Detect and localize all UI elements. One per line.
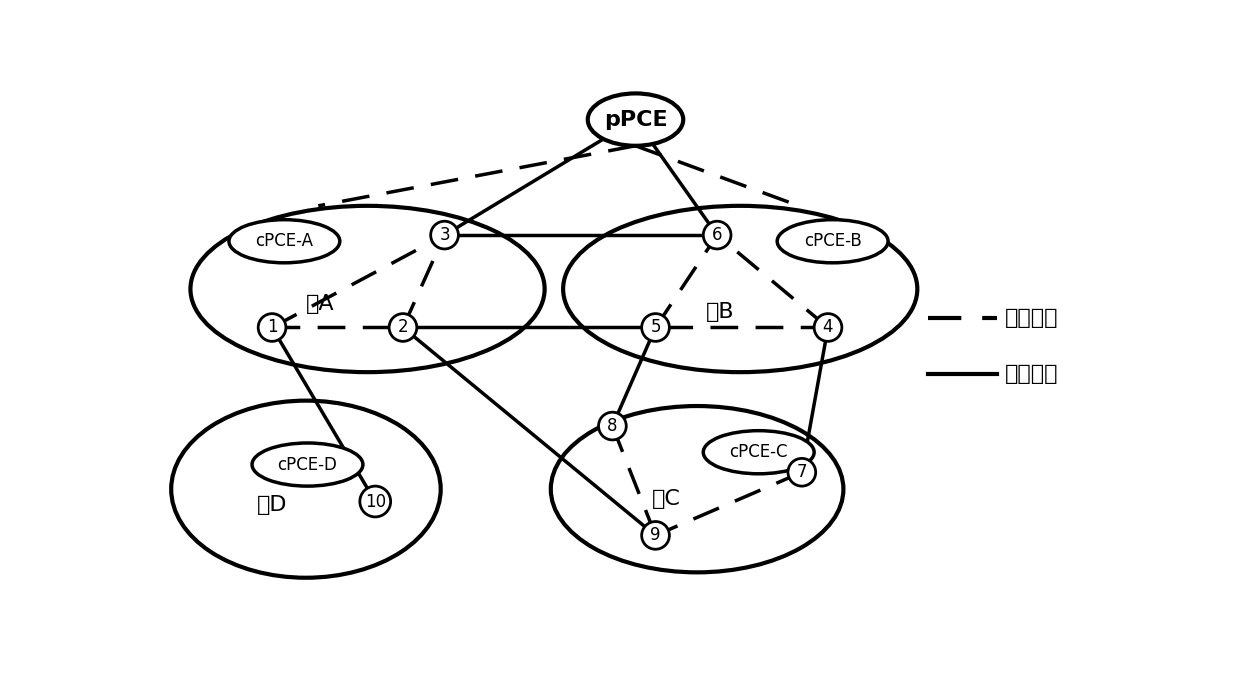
Text: 6: 6 (712, 226, 723, 244)
Text: 4: 4 (823, 318, 833, 336)
Circle shape (641, 521, 670, 549)
Ellipse shape (252, 443, 363, 486)
Text: 5: 5 (650, 318, 661, 336)
Text: 10: 10 (365, 493, 386, 511)
Circle shape (258, 313, 286, 341)
Circle shape (599, 412, 626, 440)
Circle shape (787, 459, 816, 486)
Text: 1: 1 (267, 318, 278, 336)
Text: 域间链路: 域间链路 (1006, 363, 1059, 384)
Text: 域内链路: 域内链路 (1006, 309, 1059, 328)
Ellipse shape (703, 431, 815, 474)
Circle shape (703, 221, 732, 249)
Text: pPCE: pPCE (604, 110, 667, 129)
Text: cPCE-C: cPCE-C (729, 443, 787, 461)
Circle shape (815, 313, 842, 341)
Circle shape (641, 313, 670, 341)
Text: 3: 3 (439, 226, 450, 244)
Text: 域D: 域D (257, 495, 288, 514)
Text: 2: 2 (398, 318, 408, 336)
Text: cPCE-A: cPCE-A (255, 232, 314, 250)
Text: 8: 8 (608, 417, 618, 435)
Circle shape (360, 486, 391, 517)
Text: cPCE-D: cPCE-D (278, 455, 337, 473)
Ellipse shape (588, 93, 683, 146)
Ellipse shape (229, 220, 340, 263)
Text: 9: 9 (650, 526, 661, 544)
Circle shape (389, 313, 417, 341)
Text: 域C: 域C (652, 489, 681, 509)
Text: cPCE-B: cPCE-B (804, 232, 862, 250)
Text: 域B: 域B (706, 302, 734, 322)
Text: 7: 7 (796, 464, 807, 481)
Text: 域A: 域A (305, 295, 334, 314)
Ellipse shape (777, 220, 888, 263)
Circle shape (430, 221, 459, 249)
